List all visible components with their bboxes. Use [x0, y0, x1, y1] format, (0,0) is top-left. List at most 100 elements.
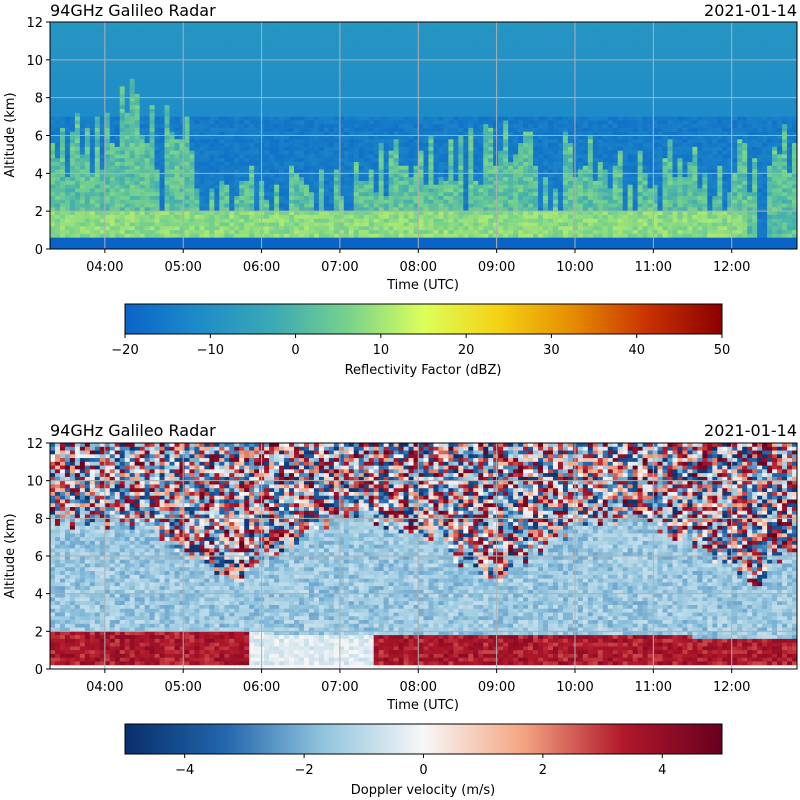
heat-cell	[99, 211, 106, 216]
heat-cell	[418, 56, 425, 61]
heat-cell	[433, 120, 440, 125]
heat-cell	[398, 120, 405, 125]
heat-cell	[139, 74, 146, 80]
heat-cell	[89, 97, 96, 103]
heat-cell	[74, 56, 81, 61]
heat-cell	[388, 78, 395, 84]
heat-cell	[373, 146, 380, 152]
heat-cell	[323, 169, 330, 174]
heat-cell	[433, 112, 440, 118]
heat-cell	[109, 203, 116, 208]
heat-cell	[79, 78, 86, 84]
heat-cell	[448, 196, 454, 201]
heat-cell	[383, 116, 390, 121]
heat-cell	[453, 184, 459, 190]
heat-cell	[368, 203, 375, 208]
heat-cell	[144, 22, 151, 27]
heat-cell	[169, 86, 176, 91]
heat-cell	[254, 78, 260, 84]
heat-cell	[64, 22, 71, 27]
heat-cell	[149, 59, 156, 65]
heat-cell	[398, 203, 405, 208]
heat-cell	[428, 44, 435, 50]
heat-cell	[144, 67, 151, 72]
heat-cell	[219, 143, 225, 148]
heat-cell	[274, 112, 280, 118]
heat-cell	[289, 188, 295, 193]
heat-cell	[299, 78, 305, 84]
heat-cell	[254, 105, 260, 110]
heat-cell	[184, 37, 191, 42]
heat-cell	[139, 56, 146, 61]
heat-cell	[154, 52, 161, 57]
heat-cell	[134, 40, 141, 46]
heat-cell	[403, 56, 410, 61]
heat-cell	[299, 222, 305, 227]
heat-cell	[378, 63, 385, 68]
heat-cell	[159, 93, 166, 99]
heat-cell	[224, 161, 230, 167]
heat-cell	[249, 29, 255, 34]
heat-cell	[199, 101, 205, 106]
heat-cell	[308, 33, 315, 38]
heat-cell	[328, 207, 335, 212]
heat-cell	[124, 154, 131, 159]
heat-cell	[149, 48, 156, 53]
heat-cell	[453, 56, 459, 61]
heat-cell	[358, 48, 365, 53]
heat-cell	[423, 146, 430, 152]
heat-cell	[328, 199, 335, 205]
heat-cell	[408, 109, 415, 114]
heat-cell	[438, 135, 445, 140]
heat-cell	[129, 203, 136, 208]
heat-cell	[50, 245, 56, 249]
heat-cell	[264, 214, 270, 220]
heat-cell	[144, 59, 151, 65]
heat-cell	[239, 86, 245, 91]
heat-cell	[234, 127, 240, 133]
heat-cell	[289, 40, 295, 46]
heat-cell	[69, 177, 76, 182]
heat-cell	[174, 241, 181, 246]
heat-cell	[274, 233, 280, 239]
heat-cell	[244, 90, 250, 95]
heat-cell	[343, 93, 350, 99]
heat-cell	[393, 173, 400, 178]
heat-cell	[423, 245, 430, 249]
heat-cell	[244, 207, 250, 212]
heat-cell	[438, 158, 445, 163]
heat-cell	[189, 199, 196, 205]
heat-cell	[378, 203, 385, 208]
heat-cell	[269, 161, 275, 167]
heat-cell	[398, 143, 405, 148]
heat-cell	[383, 52, 390, 57]
heat-cell	[318, 230, 325, 235]
heat-cell	[139, 101, 146, 106]
heat-cell	[423, 90, 430, 95]
heat-cell	[169, 25, 176, 31]
heat-cell	[69, 150, 76, 156]
heat-cell	[378, 33, 385, 38]
heat-cell	[303, 93, 310, 99]
heat-cell	[418, 165, 425, 171]
heat-cell	[289, 143, 295, 148]
heat-cell	[428, 63, 435, 68]
heat-cell	[353, 173, 360, 178]
heat-cell	[149, 177, 156, 182]
heat-cell	[69, 74, 76, 80]
heat-cell	[104, 52, 111, 57]
heat-cell	[363, 226, 370, 231]
heat-cell	[234, 48, 240, 53]
heat-cell	[303, 222, 310, 227]
heat-cell	[84, 40, 91, 46]
heat-cell	[323, 165, 330, 171]
heat-cell	[308, 241, 315, 246]
heat-cell	[284, 241, 290, 246]
heat-cell	[129, 109, 136, 114]
heat-cell	[448, 188, 454, 193]
heat-cell	[408, 37, 415, 42]
heat-cell	[50, 78, 56, 84]
heat-cell	[393, 25, 400, 31]
heat-cell	[244, 188, 250, 193]
heat-cell	[164, 93, 171, 99]
